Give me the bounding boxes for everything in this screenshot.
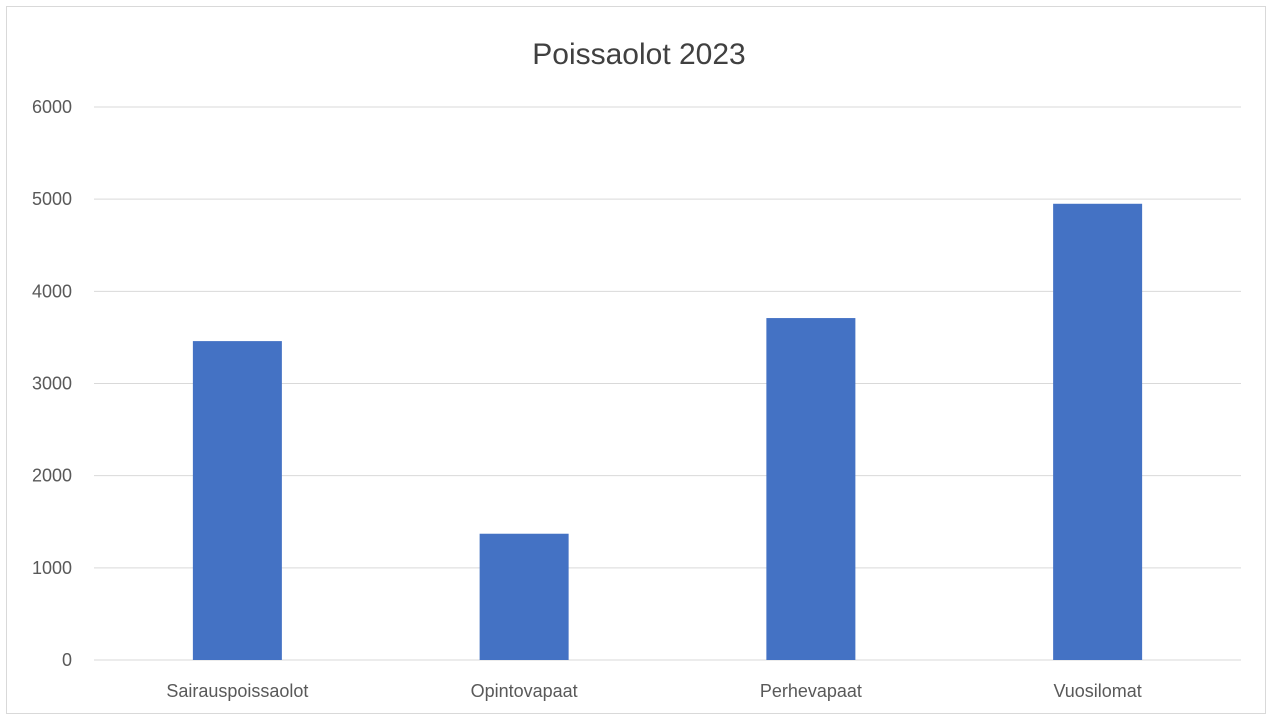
bars xyxy=(192,203,1143,660)
bar-perhevapaat xyxy=(766,318,856,660)
bar-sairauspoissaolot xyxy=(192,341,282,660)
chart-title: Poissaolot 2023 xyxy=(532,38,746,71)
x-tick-label: Sairauspoissaolot xyxy=(166,681,308,701)
y-tick-label: 6000 xyxy=(32,97,72,117)
y-tick-label: 5000 xyxy=(32,189,72,209)
y-tick-label: 3000 xyxy=(32,374,72,394)
x-axis-labels: Sairauspoissaolot Opintovapaat Perhevapaat… xyxy=(166,681,1141,701)
bar-opintovapaat xyxy=(479,533,569,660)
bar-vuosilomat xyxy=(1053,203,1143,660)
y-tick-label: 4000 xyxy=(32,281,72,301)
y-axis-ticks: 0 1000 2000 3000 4000 5000 6000 xyxy=(32,97,72,670)
y-tick-label: 2000 xyxy=(32,466,72,486)
x-tick-label: Vuosilomat xyxy=(1053,681,1141,701)
y-tick-label: 1000 xyxy=(32,558,72,578)
x-tick-label: Perhevapaat xyxy=(760,681,862,701)
gridlines xyxy=(94,106,1241,661)
y-tick-label: 0 xyxy=(62,650,72,670)
x-tick-label: Opintovapaat xyxy=(471,681,578,701)
